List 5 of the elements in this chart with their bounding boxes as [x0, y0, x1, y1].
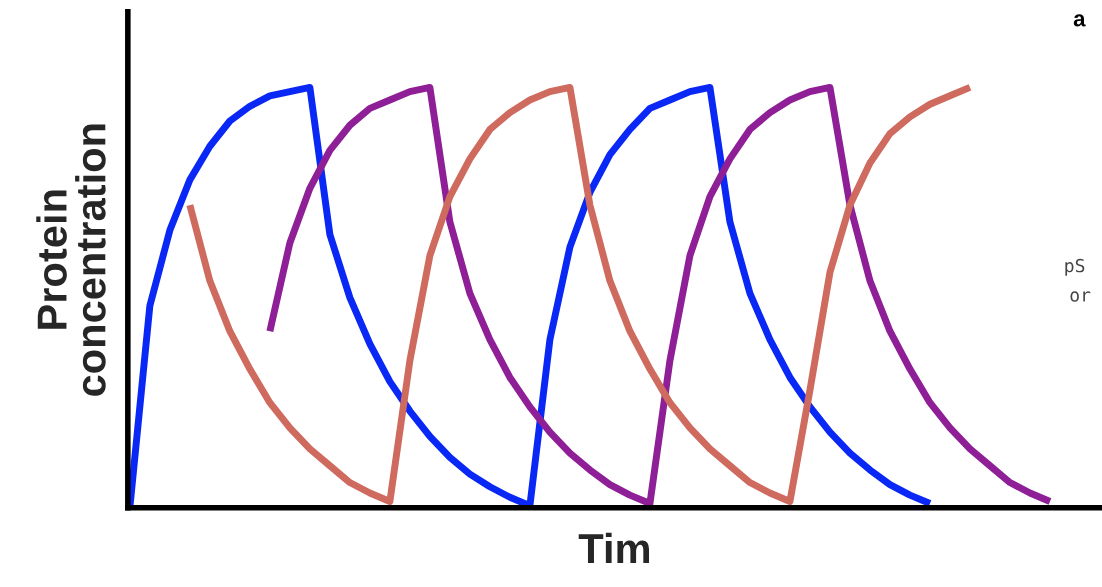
- annotation: or: [1070, 291, 1091, 302]
- annotation: pS: [1065, 258, 1085, 276]
- y-axis-title: Protein concentration: [36, 124, 106, 396]
- text: a: [1073, 14, 1086, 27]
- x-axis-title: Tim: [578, 532, 650, 563]
